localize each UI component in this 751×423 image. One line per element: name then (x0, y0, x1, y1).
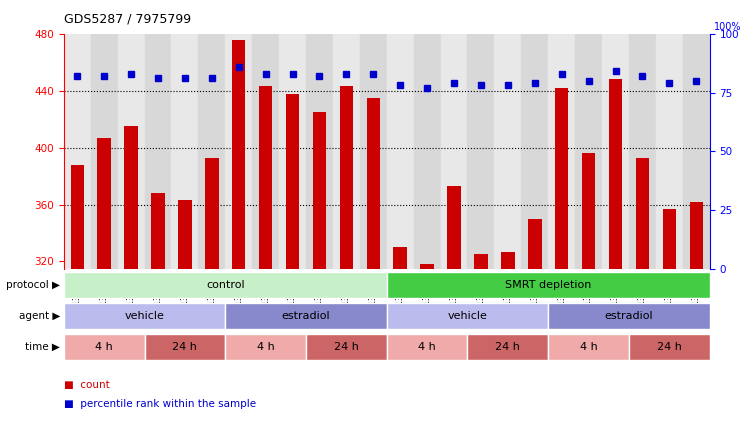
Bar (528, 219, 541, 269)
Bar (366, 98, 380, 269)
Bar (656, 34, 683, 269)
Text: protocol ▶: protocol ▶ (6, 280, 60, 290)
Bar (474, 254, 487, 269)
Bar (144, 34, 171, 269)
Text: 100%: 100% (714, 22, 741, 33)
Text: 24 h: 24 h (334, 342, 359, 352)
Bar (225, 34, 252, 269)
Bar (629, 334, 710, 360)
Bar (501, 252, 514, 269)
Bar (387, 34, 414, 269)
Text: estradiol: estradiol (282, 311, 330, 321)
Text: control: control (206, 280, 245, 290)
Bar (306, 34, 333, 269)
Bar (225, 303, 387, 329)
Bar (387, 303, 548, 329)
Bar (548, 34, 575, 269)
Text: 4 h: 4 h (418, 342, 436, 352)
Text: 4 h: 4 h (580, 342, 598, 352)
Bar (125, 126, 138, 269)
Bar (394, 247, 407, 269)
Bar (306, 334, 387, 360)
Bar (252, 34, 279, 269)
Bar (414, 34, 441, 269)
Bar (232, 39, 246, 269)
Bar (171, 34, 198, 269)
Text: estradiol: estradiol (605, 311, 653, 321)
Bar (151, 193, 164, 269)
Bar (64, 334, 144, 360)
Bar (71, 165, 84, 269)
Text: SMRT depletion: SMRT depletion (505, 280, 592, 290)
Bar (582, 154, 596, 269)
Bar (683, 34, 710, 269)
Bar (279, 34, 306, 269)
Bar (286, 93, 300, 269)
Bar (64, 272, 387, 298)
Text: ■  percentile rank within the sample: ■ percentile rank within the sample (64, 398, 256, 409)
Text: 24 h: 24 h (496, 342, 520, 352)
Bar (441, 34, 467, 269)
Bar (64, 34, 91, 269)
Bar (98, 138, 111, 269)
Bar (387, 334, 467, 360)
Bar (555, 88, 569, 269)
Bar (118, 34, 144, 269)
Bar (548, 303, 710, 329)
Bar (387, 272, 710, 298)
Bar (548, 334, 629, 360)
Bar (339, 86, 353, 269)
Bar (494, 34, 521, 269)
Bar (64, 303, 225, 329)
Bar (602, 34, 629, 269)
Bar (629, 34, 656, 269)
Bar (225, 334, 306, 360)
Bar (467, 34, 494, 269)
Bar (421, 264, 434, 269)
Bar (575, 34, 602, 269)
Text: 4 h: 4 h (95, 342, 113, 352)
Bar (91, 34, 118, 269)
Bar (198, 34, 225, 269)
Bar (448, 186, 461, 269)
Text: vehicle: vehicle (125, 311, 164, 321)
Bar (467, 334, 548, 360)
Bar (144, 334, 225, 360)
Bar (609, 80, 623, 269)
Text: GDS5287 / 7975799: GDS5287 / 7975799 (64, 13, 191, 26)
Text: 4 h: 4 h (257, 342, 275, 352)
Bar (689, 202, 703, 269)
Bar (312, 112, 326, 269)
Bar (662, 209, 676, 269)
Bar (259, 86, 273, 269)
Bar (205, 158, 219, 269)
Text: 24 h: 24 h (173, 342, 198, 352)
Text: vehicle: vehicle (448, 311, 487, 321)
Bar (635, 158, 649, 269)
Text: agent ▶: agent ▶ (19, 311, 60, 321)
Text: 24 h: 24 h (657, 342, 682, 352)
Bar (178, 201, 192, 269)
Bar (333, 34, 360, 269)
Text: ■  count: ■ count (64, 379, 110, 390)
Bar (521, 34, 548, 269)
Bar (360, 34, 387, 269)
Text: time ▶: time ▶ (26, 342, 60, 352)
